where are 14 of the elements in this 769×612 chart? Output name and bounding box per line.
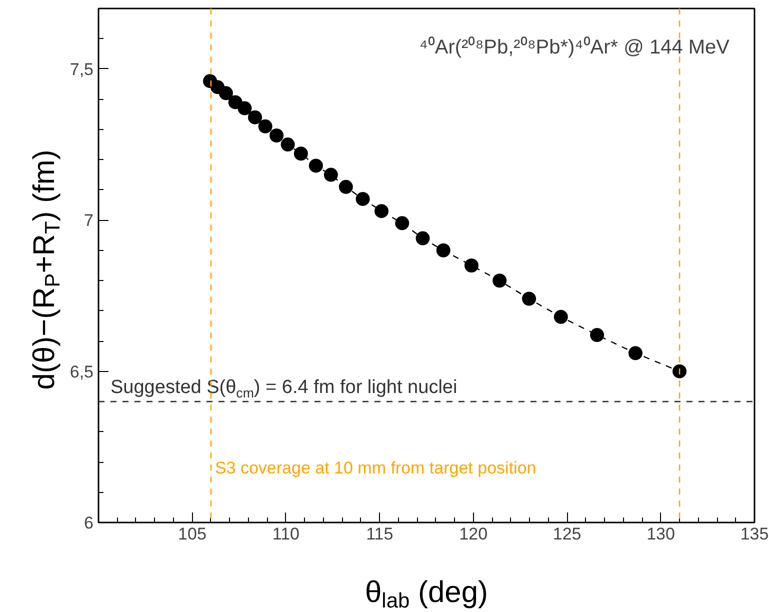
x-tick-label: 130 — [646, 524, 675, 544]
y-axis-title: d(θ)−(RP+RT) (fm) — [28, 150, 64, 390]
ref-line-label: S3 coverage at 10 mm from target position — [214, 458, 536, 478]
x-tick-label: 115 — [366, 524, 394, 544]
y-tick-label: 6 — [84, 514, 94, 532]
x-tick-label: 135 — [740, 524, 769, 544]
x-tick-label: 110 — [272, 524, 300, 544]
x-tick-label: 125 — [552, 524, 582, 544]
x-tick-label: 105 — [178, 524, 206, 544]
y-tick-label: 6,5 — [70, 362, 94, 382]
text: ⁴⁰Ar(²⁰⁸Pb,²⁰⁸Pb*)⁴⁰Ar* @ 144 MeV — [419, 36, 730, 58]
y-tick-label: 7,5 — [70, 60, 94, 79]
y-tick-label: 7 — [84, 211, 94, 230]
x-tick-label: 120 — [459, 524, 488, 544]
